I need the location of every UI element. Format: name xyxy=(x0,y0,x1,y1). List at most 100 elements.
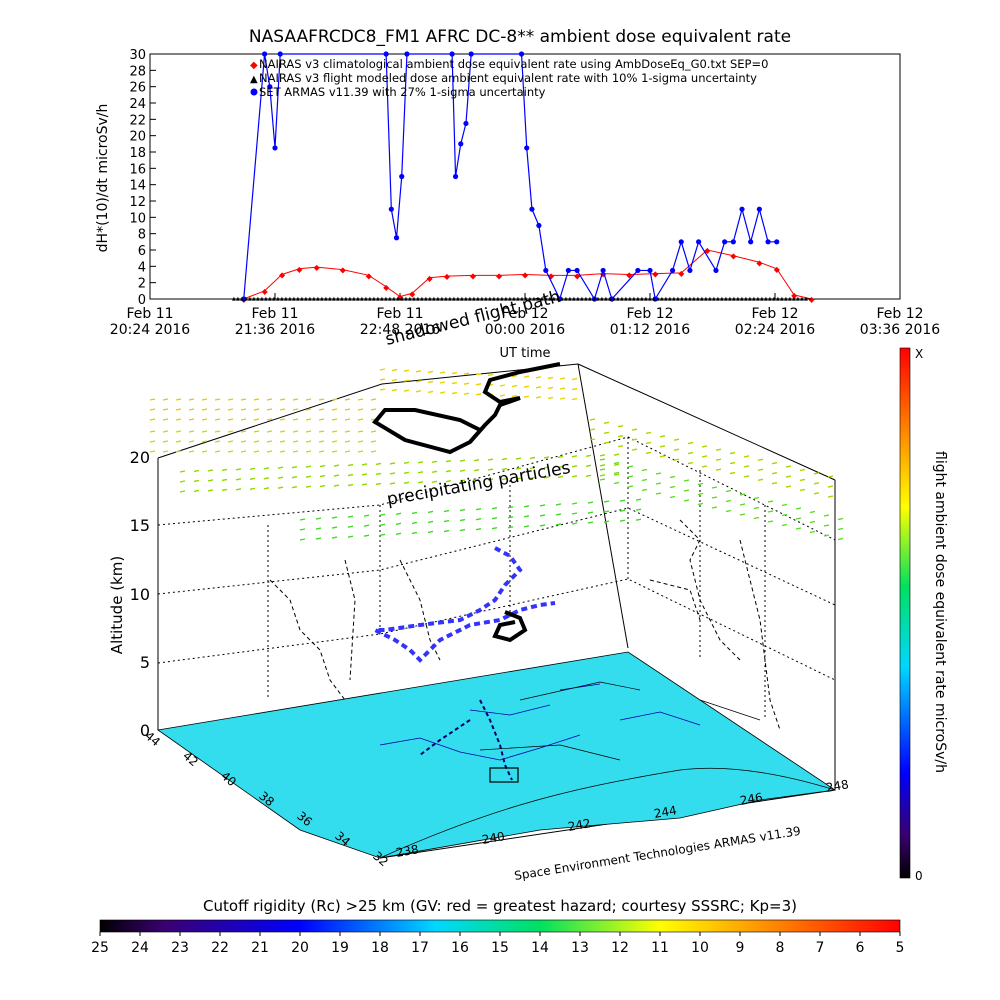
particle-dash xyxy=(389,482,396,485)
particle-dash xyxy=(655,472,662,475)
data-point-model: ▲ xyxy=(616,296,620,302)
x-tick-label-date: Feb 12 xyxy=(501,306,548,322)
particle-dash xyxy=(305,430,312,433)
particle-dash xyxy=(279,450,286,453)
particle-dash xyxy=(277,466,284,469)
particle-dash xyxy=(292,440,299,443)
particle-dash xyxy=(631,438,638,441)
particle-dash xyxy=(571,475,578,478)
particle-dash xyxy=(319,484,326,488)
particle-dash xyxy=(361,483,368,486)
particle-dash xyxy=(555,513,562,516)
data-point-model: ▲ xyxy=(628,296,632,302)
data-point-armas xyxy=(543,267,549,274)
data-point-model: ▲ xyxy=(348,296,352,302)
particle-dash xyxy=(617,445,624,448)
particle-dash xyxy=(687,451,694,455)
data-point-model: ▲ xyxy=(500,296,504,302)
particle-dash xyxy=(363,534,370,537)
particle-dash xyxy=(227,418,234,421)
particle-dash xyxy=(361,463,368,466)
data-point-armas xyxy=(687,267,693,274)
shadow-projection-left-wall xyxy=(269,559,441,701)
particle-dash xyxy=(729,471,736,475)
particle-dash xyxy=(523,375,530,378)
particle-dash xyxy=(379,368,386,371)
series-group: ◆◆◆◆◆◆◆◆◆◆◆◆◆◆◆◆◆◆◆◆◆◆◆◆◆◆◆▲▲▲▲▲▲▲▲▲▲▲▲▲… xyxy=(232,51,815,304)
data-point-model: ▲ xyxy=(320,296,324,302)
data-point-nairas: ◆ xyxy=(279,271,286,280)
y-tick-label: 26 xyxy=(129,81,146,96)
particle-dash xyxy=(411,511,418,515)
particle-dash xyxy=(443,509,450,513)
legend: ◆ NAIRAS v3 climatological ambient dose … xyxy=(250,57,768,99)
particle-dash xyxy=(292,408,299,411)
particle-dash xyxy=(193,469,200,473)
particle-dash xyxy=(149,450,156,453)
particle-dash xyxy=(235,488,242,491)
particle-dash xyxy=(799,478,806,482)
particle-dash xyxy=(175,408,182,411)
particle-dash xyxy=(331,440,338,443)
data-point-model: ▲ xyxy=(636,296,640,302)
particle-dash xyxy=(475,373,482,376)
particle-dash xyxy=(214,408,221,411)
particle-dash xyxy=(227,408,234,411)
particle-dash xyxy=(395,532,402,536)
particle-dash xyxy=(571,455,578,458)
y-tick-label: 16 xyxy=(129,162,146,177)
particle-dash xyxy=(473,478,480,482)
data-point-model: ▲ xyxy=(748,296,752,302)
particle-dash xyxy=(589,428,596,431)
particle-dash xyxy=(235,468,242,471)
data-point-model: ▲ xyxy=(664,296,668,302)
longitude-tick-label: 242 xyxy=(567,816,592,834)
data-point-model: ▲ xyxy=(676,296,680,302)
data-point-model: ▲ xyxy=(604,296,608,302)
data-point-model: ▲ xyxy=(788,296,792,302)
particle-dash xyxy=(375,462,382,466)
data-point-model: ▲ xyxy=(464,296,468,302)
particle-dash xyxy=(555,523,562,526)
particle-dash xyxy=(214,418,221,421)
bottom-colorbar-tick-label: 15 xyxy=(491,940,509,956)
particle-dash xyxy=(201,450,208,453)
particle-dash xyxy=(613,471,620,475)
particle-dash xyxy=(571,465,578,468)
data-point-model: ▲ xyxy=(652,296,656,302)
x-tick-label-time: 21:36 2016 xyxy=(235,322,316,338)
data-point-model: ▲ xyxy=(436,296,440,302)
particle-dash xyxy=(557,465,564,469)
y-tick-label: 8 xyxy=(138,228,146,243)
x-tick-label-time: 20:24 2016 xyxy=(110,322,191,338)
particle-dash xyxy=(599,454,606,457)
data-point-nairas: ◆ xyxy=(340,266,347,275)
data-point-model: ▲ xyxy=(736,296,740,302)
particle-dash xyxy=(729,451,736,455)
particle-dash xyxy=(587,501,594,504)
data-point-armas xyxy=(272,145,278,151)
y-tick-label: 2 xyxy=(138,277,146,292)
particle-dash xyxy=(781,503,788,507)
particle-dash xyxy=(240,418,247,421)
data-point-model: ▲ xyxy=(708,296,712,302)
particle-dash xyxy=(344,450,351,453)
x-tick-label-date: Feb 12 xyxy=(626,306,673,322)
data-point-model: ▲ xyxy=(804,296,808,302)
particle-dash xyxy=(347,535,354,538)
particle-dash xyxy=(277,486,284,489)
particle-dash xyxy=(439,371,446,374)
particle-dash xyxy=(344,408,351,411)
data-point-nairas: ◆ xyxy=(409,289,416,298)
particle-dash xyxy=(344,440,351,443)
particle-dash xyxy=(799,468,806,472)
data-point-model: ▲ xyxy=(680,296,684,302)
data-point-model: ▲ xyxy=(624,296,628,302)
data-point-model: ▲ xyxy=(332,296,336,302)
particle-dash xyxy=(463,392,470,395)
bottom-colorbar-tick-label: 22 xyxy=(211,940,229,956)
data-point-armas xyxy=(277,51,283,57)
data-point-model: ▲ xyxy=(704,296,708,302)
particle-dash xyxy=(162,430,169,433)
data-point-model: ▲ xyxy=(316,296,320,302)
